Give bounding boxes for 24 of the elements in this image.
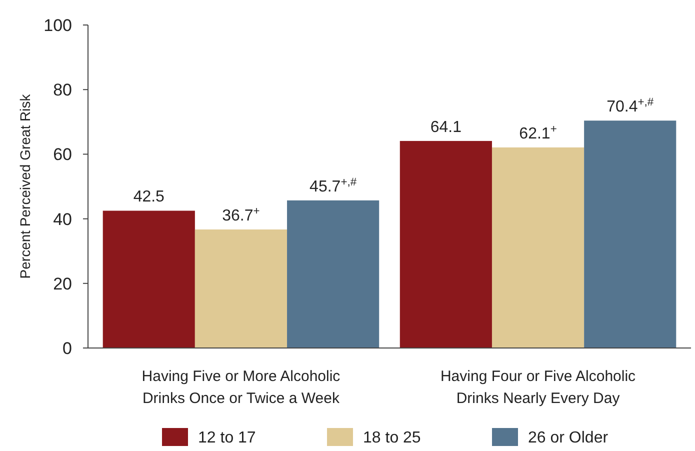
y-tick-label: 100 (44, 16, 72, 35)
bar (584, 120, 676, 348)
x-tick-label: Having Four or Five Alcoholic Drinks Nearly Every Day (440, 368, 636, 407)
y-tick-label: 0 (62, 338, 72, 358)
y-tick-label: 80 (53, 80, 72, 100)
data-label: 36.7$^{+}$ (222, 205, 260, 224)
bar (194, 229, 288, 348)
data-label: 45.7$^{+,#}$ (310, 176, 358, 196)
bar (287, 200, 380, 348)
legend-label: 18 to 25 (363, 430, 421, 447)
y-axis-title: Percent Perceived Great Risk (17, 93, 33, 279)
data-label: 42.5 (133, 188, 165, 206)
y-tick-label: 40 (53, 210, 72, 229)
data-label: 64.1 (430, 118, 462, 136)
legend-label: 26 or Older (528, 430, 609, 447)
x-tick-label: Having Five or More Alcoholic Drinks Once or Twice a Week (142, 368, 341, 407)
legend-label: 12 to 17 (198, 430, 256, 447)
bar (400, 140, 492, 348)
data-label: 62.1$^{+}$ (519, 123, 557, 142)
bar (492, 147, 584, 348)
bar (102, 210, 195, 348)
data-label: 70.4$^{+,#}$ (606, 96, 654, 116)
y-tick-label: 20 (53, 274, 72, 294)
y-tick-label: 60 (53, 145, 72, 164)
